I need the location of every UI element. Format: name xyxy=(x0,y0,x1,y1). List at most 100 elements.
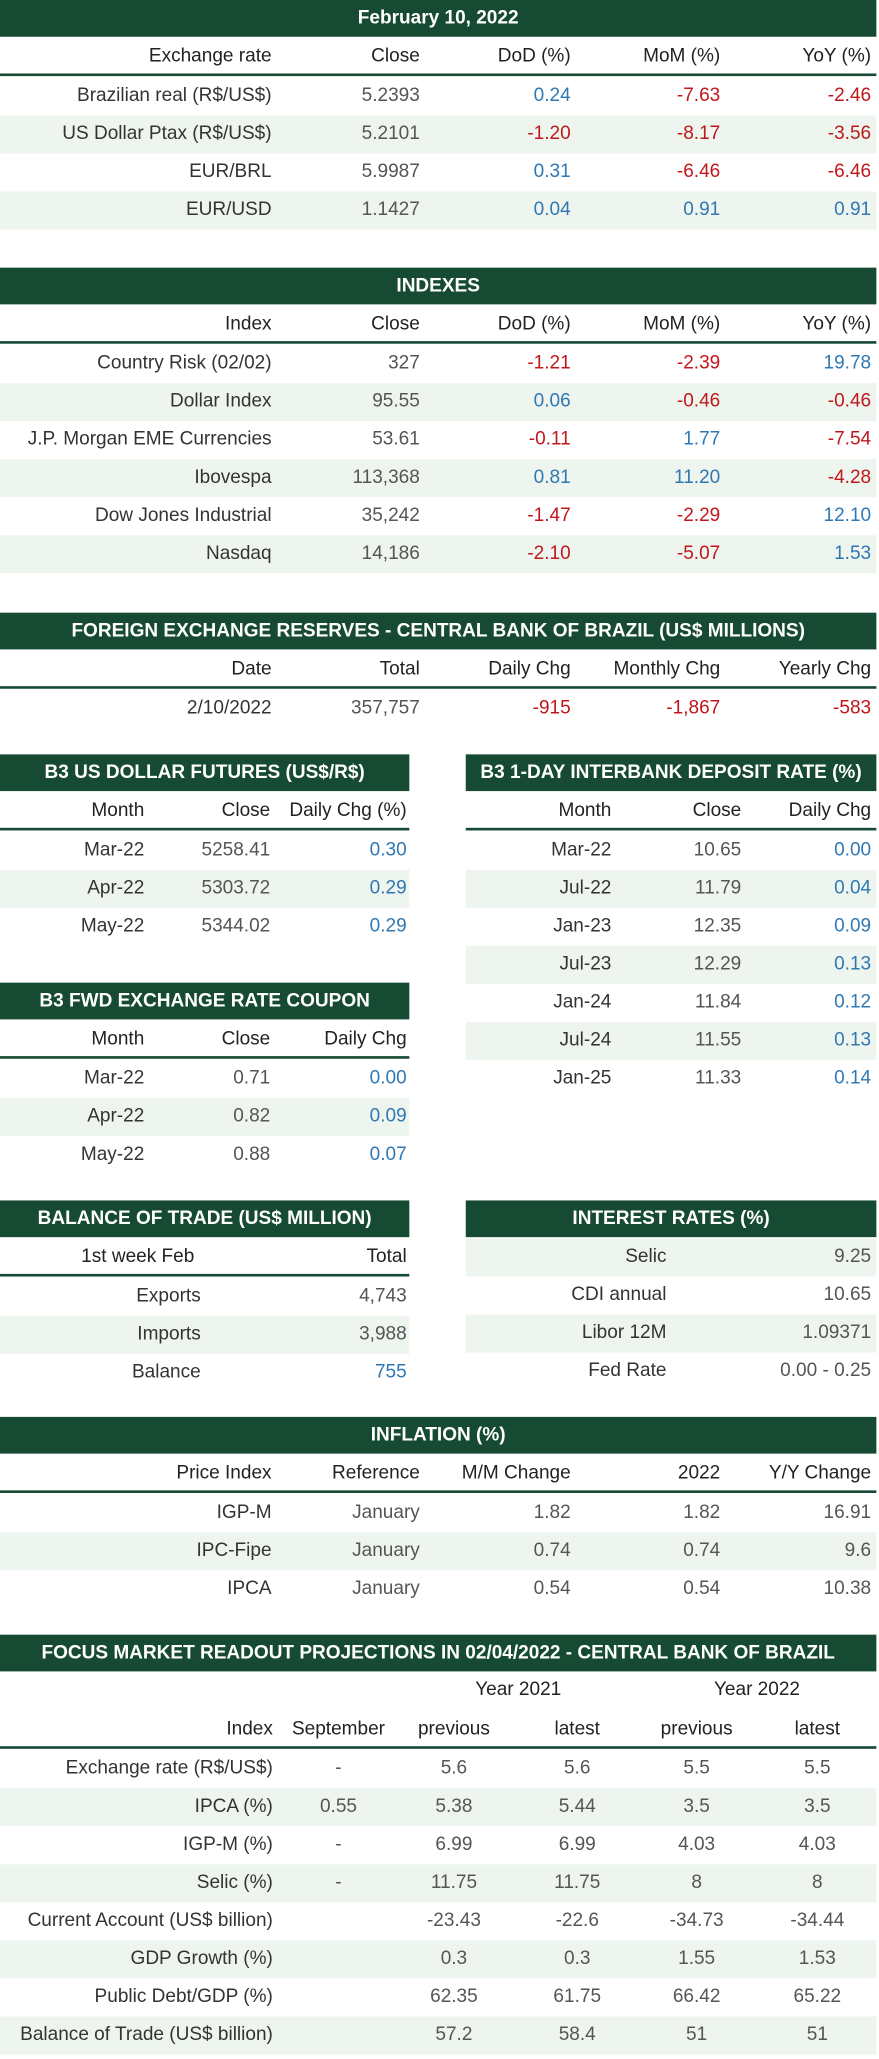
section-title: INFLATION (%) xyxy=(0,1416,877,1454)
row-label: IGP-M xyxy=(216,1502,272,1524)
cell-value: 0.14 xyxy=(834,1067,872,1089)
cell-value: 0.74 xyxy=(533,1540,571,1562)
cell-value: 62.35 xyxy=(430,1986,478,2008)
cell-value: 4.03 xyxy=(798,1834,836,1856)
cell-value: 0.54 xyxy=(533,1578,571,1600)
cell-value: 0.71 xyxy=(233,1067,271,1089)
row-band xyxy=(0,115,877,154)
row-band xyxy=(0,535,877,574)
cell-value: 0.09 xyxy=(834,915,872,937)
row-label: Jan-24 xyxy=(553,991,612,1013)
cell-value: 35,242 xyxy=(361,505,420,527)
header-row xyxy=(465,791,877,831)
cell-value: -0.46 xyxy=(676,390,721,412)
column-header: previous xyxy=(417,1718,490,1740)
cell-value: 1.55 xyxy=(678,1948,716,1970)
header-row xyxy=(0,649,877,689)
cell-value: 0.00 xyxy=(834,839,872,861)
column-header: Y/Y Change xyxy=(768,1462,872,1484)
cell-value: 0.31 xyxy=(533,161,571,183)
row-band xyxy=(465,869,877,908)
cell-value: -1.20 xyxy=(527,123,571,145)
section-title: FOREIGN EXCHANGE RESERVES - CENTRAL BANK… xyxy=(0,612,877,650)
row-band xyxy=(465,1022,877,1061)
section-title: INTEREST RATES (%) xyxy=(465,1200,877,1238)
cell-value: 357,757 xyxy=(351,697,420,719)
row-band xyxy=(0,1864,877,1903)
cell-value: -7.54 xyxy=(827,429,872,450)
cell-value: 12.29 xyxy=(693,953,742,975)
cell-value: -2.46 xyxy=(827,85,872,107)
row-band xyxy=(0,869,410,908)
column-header: Month xyxy=(558,800,612,822)
row-label: EUR/USD xyxy=(185,199,272,221)
column-header: 1st week Feb xyxy=(81,1246,195,1268)
row-label: Ibovespa xyxy=(194,467,272,489)
header-row xyxy=(0,1454,877,1493)
row-label: Exchange rate (R$/US$) xyxy=(65,1757,273,1779)
cell-value: 0.30 xyxy=(369,839,407,861)
row-label: Apr-22 xyxy=(87,877,145,899)
cell-value: 0.3 xyxy=(440,1948,468,1970)
column-header: DoD (%) xyxy=(497,45,571,67)
row-label: Nasdaq xyxy=(205,543,272,565)
cell-value: 5.44 xyxy=(558,1796,596,1818)
cell-value: 1.09371 xyxy=(802,1322,872,1344)
cell-value: - xyxy=(335,1872,342,1894)
group-header: Year 2022 xyxy=(713,1679,801,1701)
cell-value: -7.63 xyxy=(676,85,721,107)
cell-value: -0.11 xyxy=(528,429,571,450)
cell-value: 1.77 xyxy=(683,429,721,450)
cell-value: 3.5 xyxy=(683,1796,710,1818)
cell-value: 1.53 xyxy=(834,543,872,565)
cell-value: 10.65 xyxy=(823,1284,872,1306)
row-band xyxy=(0,383,877,422)
cell-value: 19.78 xyxy=(823,352,872,374)
cell-value: 11.20 xyxy=(674,467,721,489)
row-band xyxy=(0,1532,877,1571)
row-label: IGP-M (%) xyxy=(183,1834,273,1856)
cell-value: -583 xyxy=(833,697,872,719)
cell-value: 0.04 xyxy=(834,877,872,899)
cell-value: 0.06 xyxy=(533,390,571,412)
column-header: MoM (%) xyxy=(643,45,721,67)
cell-value: 5.38 xyxy=(435,1796,473,1818)
header-row xyxy=(0,791,410,831)
cell-value: -2.29 xyxy=(676,505,721,527)
column-header: latest xyxy=(554,1718,600,1740)
cell-value: 0.74 xyxy=(683,1540,721,1562)
column-header: M/M Change xyxy=(461,1462,571,1484)
cell-value: 0.13 xyxy=(834,953,872,975)
cell-value: 3,988 xyxy=(359,1323,407,1345)
cell-value: -34.73 xyxy=(669,1910,724,1932)
cell-value: January xyxy=(352,1578,420,1600)
row-label: Jan-23 xyxy=(553,915,612,937)
section-title: B3 1-DAY INTERBANK DEPOSIT RATE (%) xyxy=(465,754,877,792)
row-label: Apr-22 xyxy=(87,1105,145,1127)
cell-value: 10.65 xyxy=(693,839,742,861)
cell-value: 327 xyxy=(388,352,420,374)
cell-value: January xyxy=(352,1502,420,1524)
row-label: Jul-24 xyxy=(559,1029,612,1051)
row-band xyxy=(465,1238,877,1277)
column-header: previous xyxy=(660,1718,733,1740)
cell-value: 0.12 xyxy=(834,991,872,1013)
column-header: Monthly Chg xyxy=(613,658,721,680)
column-header: Index xyxy=(225,313,272,335)
cell-value: 11.75 xyxy=(554,1872,601,1894)
section-title: BALANCE OF TRADE (US$ MILLION) xyxy=(0,1200,410,1238)
cell-value: 9.25 xyxy=(834,1246,872,1268)
cell-value: 5.2393 xyxy=(361,85,420,107)
cell-value: 66.42 xyxy=(672,1986,721,2008)
cell-value: -1.47 xyxy=(527,505,571,527)
row-label: Fed Rate xyxy=(588,1360,667,1382)
cell-value: -4.28 xyxy=(827,467,872,489)
cell-value: 5.5 xyxy=(804,1757,831,1779)
cell-value: - xyxy=(335,1757,342,1779)
cell-value: 1.82 xyxy=(533,1502,571,1524)
cell-value: 0.07 xyxy=(369,1144,407,1166)
column-header: Total xyxy=(366,1246,407,1268)
cell-value: -8.17 xyxy=(676,123,721,145)
row-band xyxy=(0,459,877,498)
